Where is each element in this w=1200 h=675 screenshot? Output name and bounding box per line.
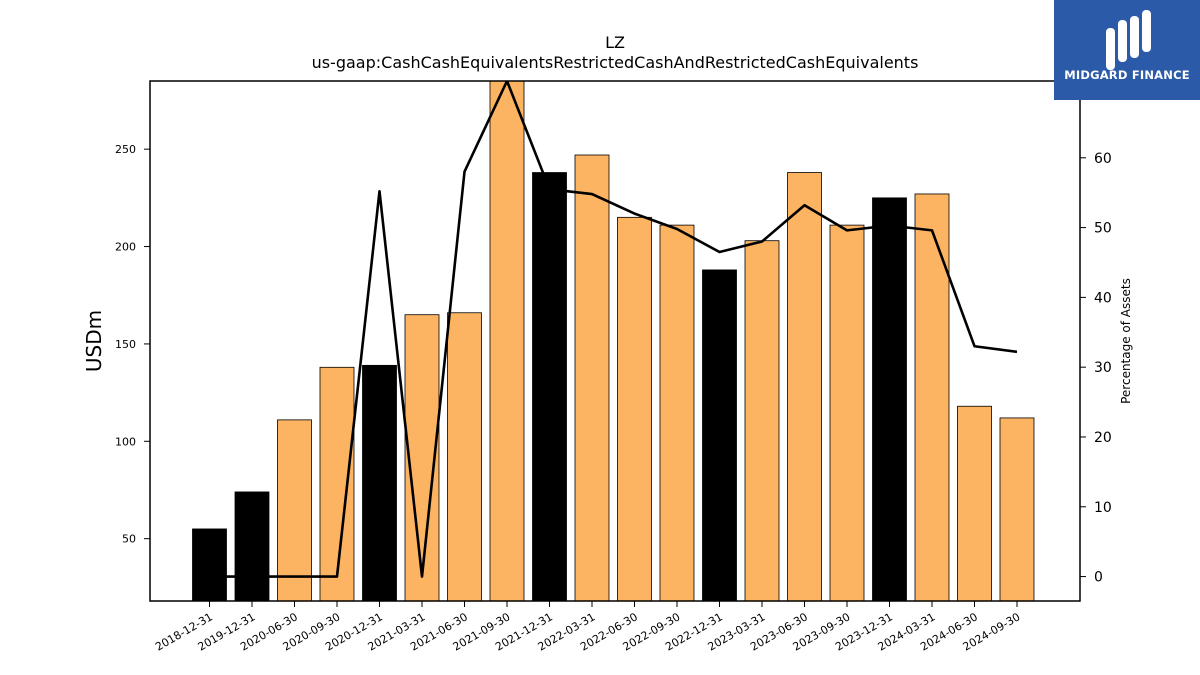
bar bbox=[447, 312, 482, 602]
y-tick-label: 50 bbox=[122, 533, 136, 546]
bar bbox=[362, 364, 397, 602]
bar bbox=[744, 240, 780, 602]
bar bbox=[787, 172, 822, 602]
line-series bbox=[209, 81, 1018, 578]
y2-tick-label: 10 bbox=[1094, 500, 1112, 516]
bar bbox=[914, 193, 950, 602]
bar bbox=[574, 154, 610, 602]
y2-tick-label: 20 bbox=[1094, 430, 1112, 446]
y2-tick-label: 50 bbox=[1094, 221, 1112, 237]
midgard-logo-icon bbox=[1106, 10, 1151, 70]
y2-tick-label: 0 bbox=[1094, 570, 1103, 586]
brand-logo: MIDGARD FINANCE bbox=[1054, 0, 1200, 100]
y2-tick-label: 40 bbox=[1094, 290, 1112, 306]
y2-tick-label: 60 bbox=[1094, 151, 1112, 167]
bar bbox=[234, 491, 270, 602]
bar-series bbox=[192, 80, 1035, 602]
bar bbox=[702, 269, 737, 602]
bar bbox=[659, 224, 695, 602]
bar bbox=[532, 172, 567, 602]
bar bbox=[999, 417, 1035, 602]
chart-subtitle: us-gaap:CashCashEquivalentsRestrictedCas… bbox=[312, 53, 919, 72]
bar bbox=[617, 216, 652, 602]
y2-tick-label: 30 bbox=[1094, 360, 1112, 376]
bar bbox=[957, 405, 992, 602]
chart-title: LZ bbox=[605, 33, 625, 52]
y-axis-label: USDm bbox=[82, 310, 106, 372]
plot-frame bbox=[149, 80, 1081, 602]
y-tick-label: 150 bbox=[115, 338, 136, 351]
bar bbox=[489, 80, 525, 602]
y-axis-right: 0 10 20 30 40 50 60 bbox=[1080, 151, 1112, 586]
y-axis-left: 50 100 150 200 250 bbox=[115, 143, 150, 546]
bar bbox=[277, 419, 312, 602]
y2-axis-label: Percentage of Assets bbox=[1119, 278, 1133, 404]
line-path bbox=[209, 81, 1018, 578]
x-axis: 2018-12-312019-12-312020-06-302020-09-30… bbox=[153, 601, 1023, 654]
bar bbox=[872, 197, 907, 602]
y-tick-label: 250 bbox=[115, 143, 136, 156]
y-tick-label: 100 bbox=[115, 435, 136, 448]
logo-text: MIDGARD FINANCE bbox=[1064, 68, 1190, 82]
bar bbox=[829, 224, 865, 602]
y-tick-label: 200 bbox=[115, 241, 136, 254]
bar bbox=[192, 528, 227, 602]
